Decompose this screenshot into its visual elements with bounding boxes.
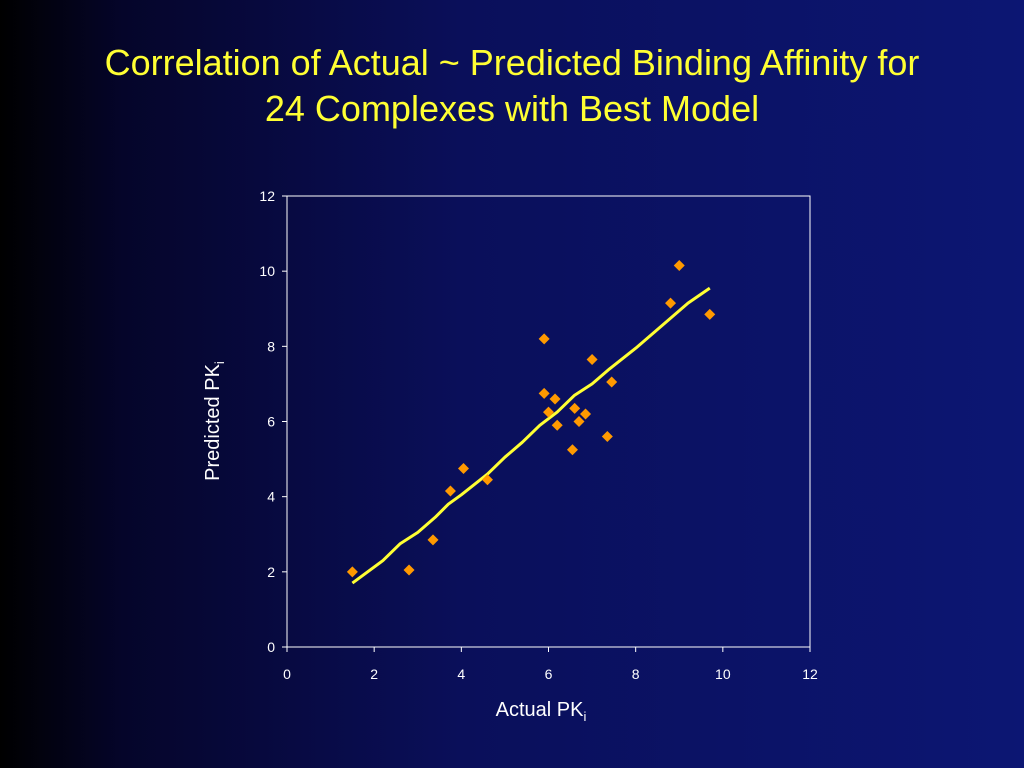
data-point-11 <box>566 444 578 456</box>
data-point-1 <box>403 564 415 576</box>
y-tick-label-2: 4 <box>267 489 275 505</box>
y-axis: 0 2 4 6 8 10 12 <box>259 188 287 655</box>
plot-area-frame <box>286 195 811 648</box>
data-point-16 <box>601 431 613 443</box>
x-axis-title-text: Actual PK <box>496 699 584 721</box>
data-points <box>346 260 716 578</box>
x-axis-title-subscript: i <box>583 709 586 724</box>
x-axis: 0 2 4 6 8 10 12 <box>283 647 818 682</box>
y-tick-label-3: 6 <box>267 414 275 430</box>
y-axis-title-text: Predicted PK <box>202 363 224 480</box>
data-point-9 <box>549 393 561 405</box>
y-axis-title: Predicted PKi <box>202 361 227 481</box>
data-point-10 <box>551 419 563 431</box>
x-axis-title: Actual PKi <box>496 699 587 724</box>
x-tick-label-0: 0 <box>283 666 291 682</box>
data-point-3 <box>444 485 456 497</box>
data-point-13 <box>573 416 585 427</box>
x-tick-label-2: 4 <box>457 666 465 682</box>
data-point-19 <box>673 260 685 272</box>
y-axis-title-subscript: i <box>212 361 227 364</box>
data-point-6 <box>538 333 550 345</box>
slide-title-line-1: Correlation of Actual ~ Predicted Bindin… <box>104 42 920 83</box>
slide-title-line-2: 24 Complexes with Best Model <box>264 88 760 129</box>
data-point-2 <box>427 534 439 546</box>
trend-line-group <box>351 286 711 585</box>
data-point-18 <box>665 297 677 309</box>
data-point-15 <box>586 353 598 365</box>
data-point-14 <box>580 408 592 420</box>
slide-title: Correlation of Actual ~ Predicted Bindin… <box>20 40 1004 132</box>
data-point-7 <box>538 387 550 399</box>
x-tick-label-5: 10 <box>715 666 731 682</box>
x-tick-label-3: 6 <box>545 666 553 682</box>
data-point-0 <box>346 566 358 578</box>
y-tick-label-4: 8 <box>267 338 275 354</box>
data-point-4 <box>458 462 470 474</box>
y-tick-label-1: 2 <box>267 564 275 580</box>
x-tick-label-4: 8 <box>632 666 640 682</box>
data-point-17 <box>606 376 618 388</box>
trend-line <box>351 286 711 585</box>
y-tick-label-5: 10 <box>259 263 275 279</box>
data-point-12 <box>569 402 581 414</box>
x-tick-label-1: 2 <box>370 666 378 682</box>
x-tick-label-6: 12 <box>802 666 818 682</box>
data-point-8 <box>543 406 554 418</box>
data-point-20 <box>704 308 716 320</box>
y-tick-label-0: 0 <box>267 639 275 655</box>
y-tick-label-6: 12 <box>259 188 275 204</box>
data-point-5 <box>481 474 493 486</box>
